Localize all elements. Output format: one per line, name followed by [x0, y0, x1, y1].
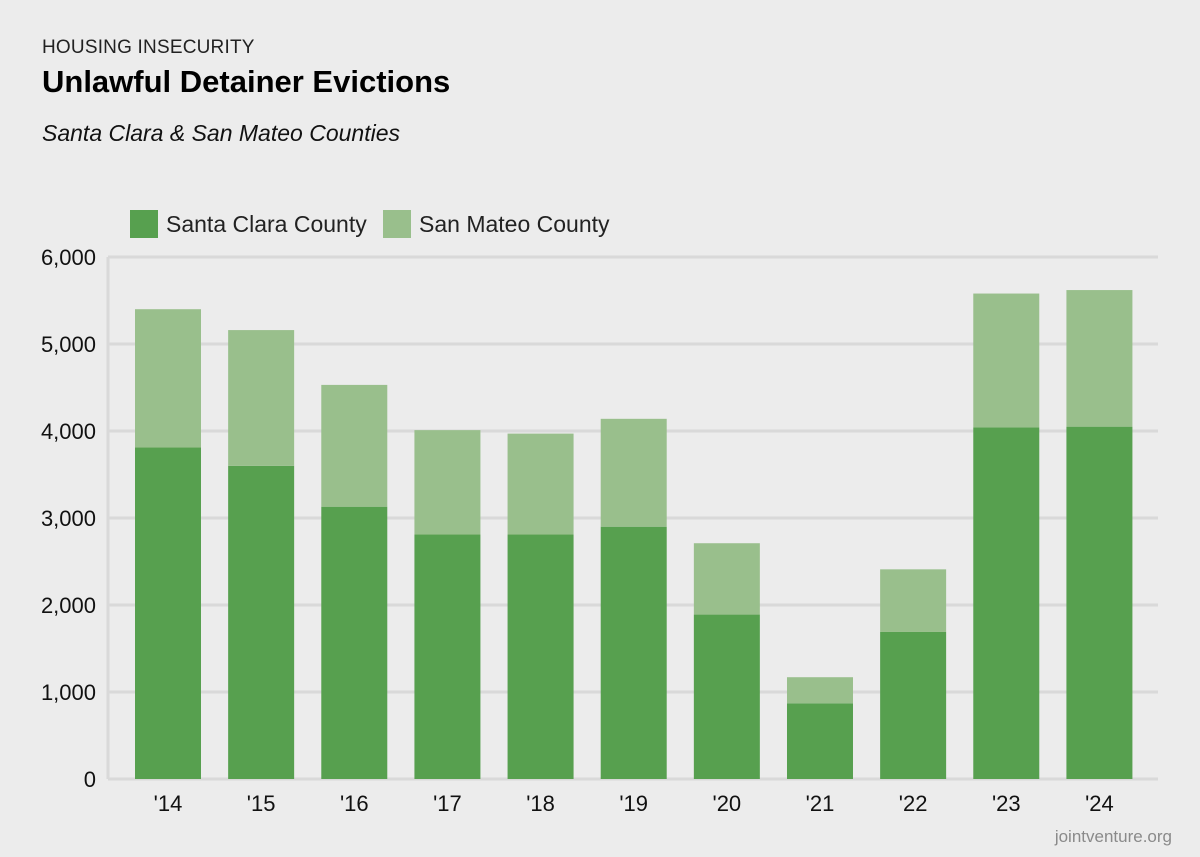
bar-santa-clara	[414, 534, 481, 779]
y-tick-label: 6,000	[41, 245, 96, 270]
bar-santa-clara	[135, 447, 201, 779]
legend-label-san-mateo: San Mateo County	[419, 211, 610, 237]
chart-title: Unlawful Detainer Evictions	[42, 64, 451, 99]
bar-san-mateo	[973, 293, 1040, 428]
y-tick-label: 0	[84, 767, 96, 792]
bar-san-mateo	[1066, 290, 1133, 427]
bar-santa-clara	[693, 614, 760, 779]
bar-san-mateo	[600, 418, 667, 527]
bar-santa-clara	[786, 703, 853, 779]
bar-santa-clara	[321, 506, 388, 779]
x-tick-label: '21	[806, 791, 835, 816]
y-tick-label: 1,000	[41, 680, 96, 705]
y-tick-label: 5,000	[41, 332, 96, 357]
source-credit: jointventure.org	[1054, 827, 1172, 846]
bar-san-mateo	[880, 569, 947, 632]
x-tick-label: '22	[899, 791, 928, 816]
bar-san-mateo	[321, 384, 388, 507]
x-tick-label: '15	[247, 791, 276, 816]
bar-santa-clara	[1066, 426, 1133, 779]
bar-santa-clara	[228, 465, 295, 779]
chart-subtitle: Santa Clara & San Mateo Counties	[42, 120, 400, 146]
x-tick-label: '23	[992, 791, 1021, 816]
bar-santa-clara	[973, 427, 1040, 779]
x-tick-label: '24	[1085, 791, 1114, 816]
bar-san-mateo	[228, 330, 295, 466]
legend-swatch-santa-clara	[130, 210, 158, 238]
x-tick-label: '20	[713, 791, 742, 816]
bar-san-mateo	[507, 433, 574, 535]
x-tick-label: '19	[619, 791, 648, 816]
bar-santa-clara	[880, 631, 947, 779]
x-tick-label: '16	[340, 791, 369, 816]
x-tick-label: '17	[433, 791, 462, 816]
legend-swatch-san-mateo	[383, 210, 411, 238]
legend-label-santa-clara: Santa Clara County	[166, 211, 367, 237]
bar-san-mateo	[786, 677, 853, 704]
y-tick-label: 3,000	[41, 506, 96, 531]
y-tick-label: 2,000	[41, 593, 96, 618]
y-tick-label: 4,000	[41, 419, 96, 444]
bar-santa-clara	[507, 534, 574, 779]
x-tick-label: '18	[526, 791, 555, 816]
bar-santa-clara	[600, 526, 667, 779]
bar-san-mateo	[414, 430, 481, 535]
chart-eyebrow: HOUSING INSECURITY	[42, 37, 255, 58]
bar-san-mateo	[135, 309, 201, 448]
bar-san-mateo	[693, 543, 760, 615]
x-tick-label: '14	[154, 791, 183, 816]
